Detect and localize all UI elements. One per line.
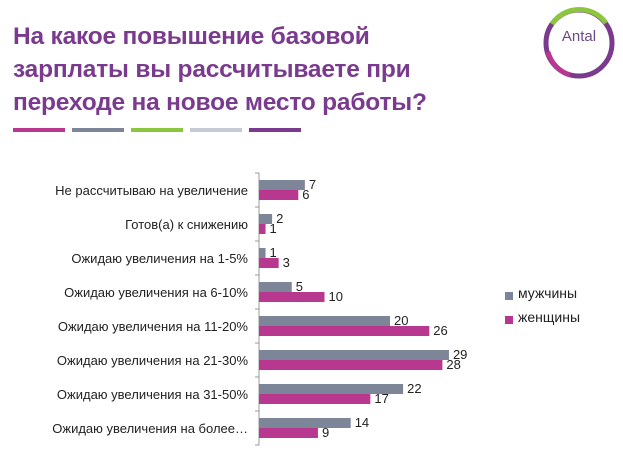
bar-men [259, 214, 273, 224]
logo-ring-icon [543, 6, 615, 79]
data-label: 3 [283, 255, 290, 270]
bar-men [259, 180, 305, 190]
bar-men [259, 384, 404, 394]
legend-swatch-women [505, 316, 513, 324]
data-label: 10 [329, 289, 343, 304]
bar-men [259, 316, 390, 326]
legend-label-women: женщины [518, 309, 581, 325]
stripe-3 [131, 128, 183, 132]
bar-women [259, 224, 266, 234]
data-label: 6 [302, 187, 309, 202]
data-label: 1 [270, 245, 277, 260]
data-label: 2 [276, 211, 283, 226]
bar-women [259, 292, 325, 302]
title-line-1: На какое повышение базовой [13, 23, 370, 50]
data-label: 29 [453, 347, 467, 362]
bar-men [259, 248, 266, 258]
stripe-5 [249, 128, 301, 132]
logo-text: Antal [561, 28, 597, 45]
data-label: 1 [270, 221, 277, 236]
legend-label-men: мужчины [518, 285, 578, 301]
category-label: Ожидаю увеличения на более… [52, 421, 248, 436]
bar-men [259, 282, 292, 292]
title-line-3: переходе на новое место работы? [13, 89, 427, 116]
data-label: 7 [309, 177, 316, 192]
bar-women [259, 428, 318, 438]
legend-swatch-men [505, 292, 513, 300]
data-label: 14 [355, 415, 369, 430]
category-label: Ожидаю увеличения на 6-10% [64, 285, 248, 300]
stripe-4 [190, 128, 242, 132]
bar-women [259, 190, 299, 200]
bar-women [259, 326, 430, 336]
bar-women [259, 394, 371, 404]
data-label: 17 [374, 391, 388, 406]
category-label: Ожидаю увеличения на 21-30% [57, 353, 249, 368]
data-label: 5 [296, 279, 303, 294]
title-line-2: зарплаты вы рассчитываете при [13, 56, 411, 83]
bar-women [259, 258, 279, 268]
data-label: 20 [394, 313, 408, 328]
data-label: 22 [407, 381, 421, 396]
category-label: Ожидаю увеличения на 31-50% [57, 387, 249, 402]
data-label: 26 [433, 323, 447, 338]
stripe-1 [13, 128, 65, 132]
data-label: 28 [446, 357, 460, 372]
stripe-2 [72, 128, 124, 132]
category-label: Ожидаю увеличения на 11-20% [58, 319, 249, 334]
antal-logo: Antal [540, 4, 618, 82]
category-label: Не рассчитываю на увеличение [55, 183, 248, 198]
data-label: 9 [322, 425, 329, 440]
bar-women [259, 360, 443, 370]
chart-title: На какое повышение базовой зарплаты вы р… [13, 20, 533, 119]
category-label: Готов(а) к снижению [125, 217, 248, 232]
category-label: Ожидаю увеличения на 1-5% [71, 251, 248, 266]
bar-men [259, 418, 351, 428]
bar-men [259, 350, 449, 360]
